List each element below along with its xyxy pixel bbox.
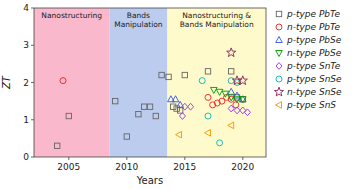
x-tick-label: 2015 [173, 162, 196, 172]
point [182, 103, 188, 110]
point [233, 102, 239, 108]
legend-marker [276, 11, 281, 16]
point [174, 106, 179, 111]
point [238, 76, 247, 85]
x-tick [184, 157, 185, 160]
legend-marker [276, 102, 282, 109]
series [211, 87, 247, 102]
x-axis-label: Years [136, 175, 163, 186]
y-tick-label: 4 [23, 3, 29, 13]
point [205, 94, 211, 100]
point [142, 104, 147, 109]
point [240, 97, 247, 103]
regions [34, 8, 266, 157]
legend-marker [276, 24, 282, 30]
point [55, 143, 60, 148]
legend-marker [274, 87, 283, 96]
point [228, 95, 235, 101]
x-tick [242, 157, 243, 160]
point [124, 134, 129, 139]
y-tick-label: 3 [23, 40, 29, 50]
point [217, 140, 223, 146]
legend-marker [276, 76, 282, 82]
region [109, 8, 167, 157]
point [176, 131, 182, 138]
point [240, 97, 245, 102]
point [228, 78, 234, 84]
series [60, 78, 239, 108]
point [205, 113, 211, 119]
point [205, 69, 210, 74]
point [205, 129, 211, 136]
point [216, 89, 223, 95]
y-tick [31, 157, 34, 158]
x-tick-label: 2020 [231, 162, 254, 172]
region-label: Nanostructuring [41, 11, 102, 20]
legend-label: p-type SnSe [286, 74, 342, 84]
point [240, 96, 247, 102]
y-tick [31, 45, 34, 46]
point [179, 113, 185, 120]
point [60, 78, 66, 84]
points [55, 48, 251, 149]
legend-marker [276, 63, 282, 70]
point [244, 109, 250, 116]
x-tick-label: 2010 [115, 162, 138, 172]
x-tick [126, 157, 127, 160]
point [136, 111, 141, 116]
y-tick [31, 82, 34, 83]
legend-marker [276, 37, 283, 43]
x-tick-label: 2005 [57, 162, 80, 172]
legend-label: n-type SnSe [287, 87, 342, 97]
point [182, 72, 187, 77]
y-tick-label: 1 [23, 115, 29, 125]
region-label: Nanostructuring &Bands Manipulation [180, 11, 254, 29]
y-tick [31, 119, 34, 120]
point [211, 87, 218, 93]
legend-label: n-type PbSe [287, 48, 342, 58]
point [222, 91, 229, 97]
point [228, 105, 234, 112]
y-axis-label: ZT [1, 75, 12, 90]
series [227, 48, 248, 85]
legend-label: p-type PbSe [286, 35, 342, 45]
point [153, 113, 158, 118]
region [34, 8, 109, 157]
point [227, 48, 236, 57]
series [199, 78, 240, 146]
series [168, 88, 247, 107]
series [179, 103, 250, 119]
plot-frame [34, 8, 266, 157]
point [171, 104, 176, 109]
y-tick-label: 2 [23, 78, 29, 88]
legend-label: p-type PbTe [286, 9, 340, 19]
point [172, 96, 179, 102]
point [147, 104, 152, 109]
x-tick [68, 157, 69, 160]
chart: Nanostructuring BandsManipulation Nanostru… [0, 0, 358, 189]
point [228, 122, 234, 129]
point [188, 103, 194, 110]
point [166, 74, 171, 79]
y-tick [31, 8, 34, 9]
series [176, 122, 234, 138]
legend-label: p-type SnS [286, 100, 336, 110]
series [55, 69, 246, 149]
legend-label: n-type PbTe [287, 22, 340, 32]
point [66, 113, 71, 118]
legend-marker [276, 51, 283, 57]
point [159, 72, 164, 77]
legend: p-type PbTe n-type PbTe p-type PbSe n-type … [274, 9, 342, 110]
point [234, 107, 240, 114]
point [199, 78, 205, 84]
y-tick-label: 0 [23, 152, 29, 162]
point [113, 98, 118, 103]
point [177, 108, 182, 113]
legend-label: p-type SnTe [286, 61, 341, 71]
region [167, 8, 266, 157]
point [229, 69, 234, 74]
region-label: BandsManipulation [114, 11, 163, 29]
point [234, 97, 241, 103]
